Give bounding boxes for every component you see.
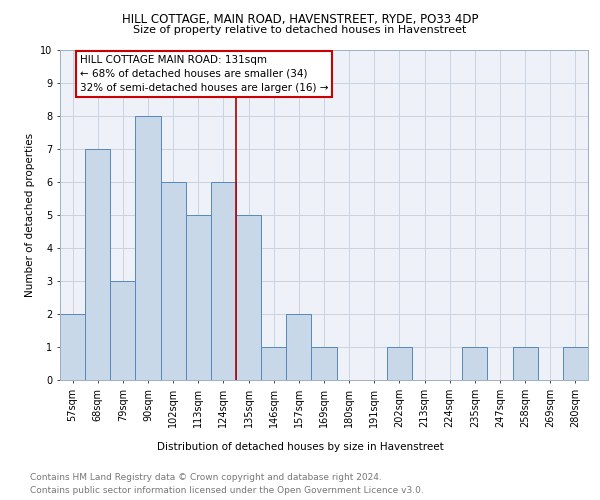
Bar xyxy=(161,182,186,380)
Text: Size of property relative to detached houses in Havenstreet: Size of property relative to detached ho… xyxy=(133,25,467,35)
Bar xyxy=(211,182,236,380)
Bar xyxy=(462,347,487,380)
Bar xyxy=(311,347,337,380)
Text: Contains public sector information licensed under the Open Government Licence v3: Contains public sector information licen… xyxy=(30,486,424,495)
Bar xyxy=(60,314,85,380)
Bar xyxy=(286,314,311,380)
Bar xyxy=(236,215,261,380)
Bar xyxy=(110,281,136,380)
Bar xyxy=(85,149,110,380)
Text: Distribution of detached houses by size in Havenstreet: Distribution of detached houses by size … xyxy=(157,442,443,452)
Bar xyxy=(563,347,588,380)
Bar xyxy=(512,347,538,380)
Bar xyxy=(261,347,286,380)
Text: HILL COTTAGE, MAIN ROAD, HAVENSTREET, RYDE, PO33 4DP: HILL COTTAGE, MAIN ROAD, HAVENSTREET, RY… xyxy=(122,12,478,26)
Y-axis label: Number of detached properties: Number of detached properties xyxy=(25,133,35,297)
Bar xyxy=(387,347,412,380)
Text: HILL COTTAGE MAIN ROAD: 131sqm
← 68% of detached houses are smaller (34)
32% of : HILL COTTAGE MAIN ROAD: 131sqm ← 68% of … xyxy=(80,55,329,93)
Text: Contains HM Land Registry data © Crown copyright and database right 2024.: Contains HM Land Registry data © Crown c… xyxy=(30,472,382,482)
Bar xyxy=(136,116,161,380)
Bar xyxy=(186,215,211,380)
